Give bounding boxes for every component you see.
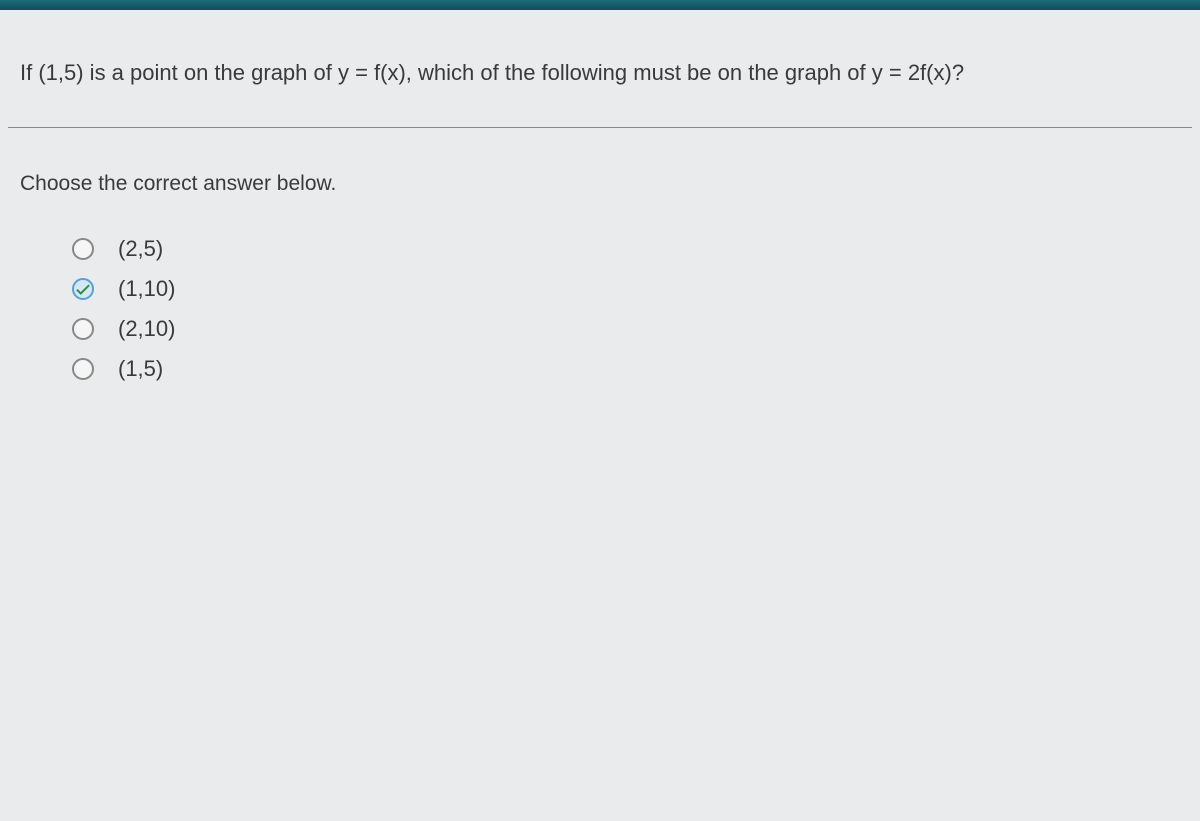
radio-button[interactable] (72, 238, 94, 260)
option-row[interactable]: (2,5) (72, 236, 1180, 262)
question-section: If (1,5) is a point on the graph of y = … (0, 10, 1200, 127)
option-label: (1,10) (118, 276, 175, 302)
options-list: (2,5) (1,10) (2,10) (1,5) (0, 226, 1200, 416)
checkmark-icon (74, 280, 92, 298)
radio-button[interactable] (72, 318, 94, 340)
option-label: (1,5) (118, 356, 163, 382)
option-row[interactable]: (2,10) (72, 316, 1180, 342)
window-top-bar (0, 0, 1200, 10)
radio-button-selected[interactable] (72, 278, 94, 300)
radio-button[interactable] (72, 358, 94, 380)
content-area: If (1,5) is a point on the graph of y = … (0, 10, 1200, 821)
prompt-section: Choose the correct answer below. (0, 128, 1200, 226)
prompt-text: Choose the correct answer below. (20, 172, 1180, 196)
option-row[interactable]: (1,10) (72, 276, 1180, 302)
option-label: (2,5) (118, 236, 163, 262)
option-row[interactable]: (1,5) (72, 356, 1180, 382)
option-label: (2,10) (118, 316, 175, 342)
question-text: If (1,5) is a point on the graph of y = … (20, 58, 1180, 89)
